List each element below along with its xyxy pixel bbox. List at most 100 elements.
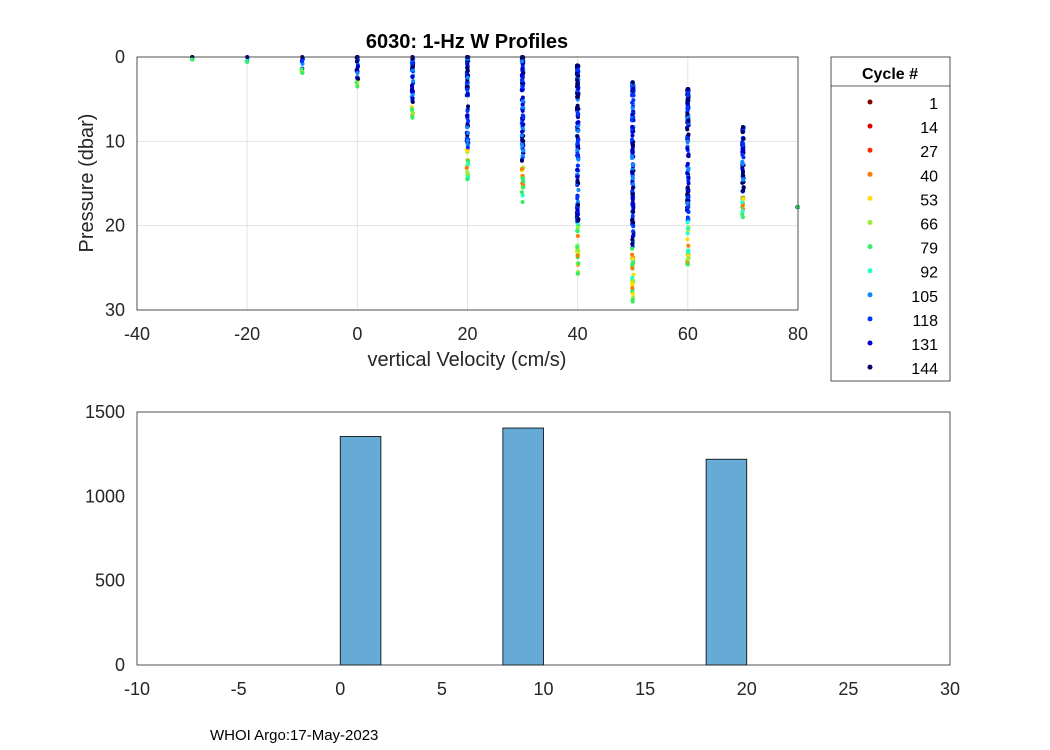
- x-tick-label: 0: [335, 679, 345, 699]
- data-point: [630, 176, 635, 181]
- data-point: [630, 185, 635, 190]
- data-point: [411, 78, 416, 83]
- data-point: [520, 95, 525, 100]
- data-point: [741, 143, 746, 148]
- data-point: [520, 59, 525, 64]
- data-point: [520, 98, 525, 103]
- data-point: [465, 68, 470, 73]
- x-tick-label: 20: [737, 679, 757, 699]
- data-point: [631, 86, 636, 91]
- data-point: [465, 113, 470, 118]
- histogram-bar: [339, 436, 382, 666]
- data-point: [630, 106, 635, 111]
- data-point: [630, 80, 635, 85]
- data-point: [575, 153, 580, 158]
- legend-entries: 1 14 27 40 53 66 79 92 105 118 131 144: [867, 96, 938, 378]
- scatter-plot: 6030: 1-Hz W Profiles -40 -20 0 20 40 60 80 0 10…: [76, 31, 808, 371]
- scatter-xlabel: vertical Velocity (cm/s): [368, 349, 567, 371]
- data-point: [630, 163, 635, 168]
- data-point: [410, 64, 415, 69]
- data-point: [685, 237, 690, 242]
- data-point: [519, 73, 524, 78]
- data-point: [521, 114, 526, 119]
- legend-marker: [867, 316, 873, 322]
- y-tick-label: 10: [105, 131, 125, 151]
- data-point: [685, 127, 690, 132]
- legend-label: 131: [911, 337, 938, 354]
- data-point: [520, 193, 525, 198]
- data-point: [740, 215, 745, 220]
- data-point: [631, 220, 636, 225]
- data-point: [575, 167, 580, 172]
- data-point: [685, 201, 690, 206]
- legend-box: [830, 56, 951, 382]
- data-point: [575, 103, 580, 108]
- histogram-bar: [502, 427, 544, 666]
- y-tick-label: 0: [115, 47, 125, 67]
- data-point: [519, 167, 524, 172]
- data-point: [411, 67, 416, 72]
- legend-label: 92: [920, 265, 938, 282]
- data-point: [575, 271, 580, 276]
- data-point: [685, 185, 690, 190]
- legend-label: 27: [920, 144, 938, 161]
- legend-marker: [867, 340, 873, 346]
- data-point: [410, 92, 415, 97]
- data-point: [410, 84, 415, 89]
- y-tick-label: 500: [95, 571, 125, 591]
- data-point: [740, 212, 745, 217]
- data-point: [631, 272, 636, 277]
- data-point: [410, 100, 415, 105]
- data-point: [630, 237, 635, 242]
- data-point: [631, 182, 636, 187]
- data-point: [576, 74, 581, 79]
- data-point: [465, 62, 470, 67]
- data-point: [685, 220, 690, 225]
- legend-marker: [867, 195, 873, 201]
- data-point: [631, 205, 636, 210]
- x-tick-label: 30: [940, 679, 960, 699]
- data-point: [576, 202, 581, 207]
- histogram-bars: [339, 427, 748, 666]
- x-tick-label: 5: [437, 679, 447, 699]
- data-point: [630, 256, 635, 261]
- legend-marker: [867, 364, 873, 370]
- histogram-axes-frame: [136, 411, 951, 666]
- data-point: [686, 166, 691, 171]
- data-point: [520, 105, 525, 110]
- data-point: [355, 71, 360, 76]
- legend-label: 144: [911, 361, 938, 378]
- legend-label: 53: [920, 192, 938, 209]
- data-point: [521, 179, 526, 184]
- y-tick-label: 20: [105, 216, 125, 236]
- y-tick-label: 1500: [85, 402, 125, 422]
- data-point: [575, 63, 580, 68]
- data-point: [521, 185, 526, 190]
- data-point: [576, 112, 581, 117]
- scatter-axes-frame: [136, 56, 799, 311]
- data-point: [576, 129, 581, 134]
- data-point: [685, 111, 690, 116]
- data-point: [740, 162, 745, 167]
- scatter-ylabel: Pressure (dbar): [76, 114, 98, 253]
- data-point: [685, 139, 690, 144]
- data-point: [741, 177, 746, 182]
- data-point: [410, 115, 415, 120]
- legend-marker: [867, 268, 873, 274]
- data-point: [630, 188, 635, 193]
- data-point: [575, 199, 580, 204]
- histogram-plot: -10 -5 0 5 10 15 20 25 30 0 500 1000 1500: [85, 402, 960, 699]
- data-point: [685, 146, 690, 151]
- data-point: [685, 106, 690, 111]
- data-point: [630, 100, 635, 105]
- data-point: [741, 136, 746, 141]
- data-point: [519, 133, 524, 138]
- data-point: [630, 118, 635, 123]
- legend-label: 40: [920, 168, 938, 185]
- scatter-title: 6030: 1-Hz W Profiles: [366, 31, 568, 53]
- legend-marker: [867, 123, 873, 129]
- data-point: [741, 169, 746, 174]
- data-point: [630, 196, 635, 201]
- data-point: [465, 142, 470, 147]
- data-point: [630, 124, 635, 129]
